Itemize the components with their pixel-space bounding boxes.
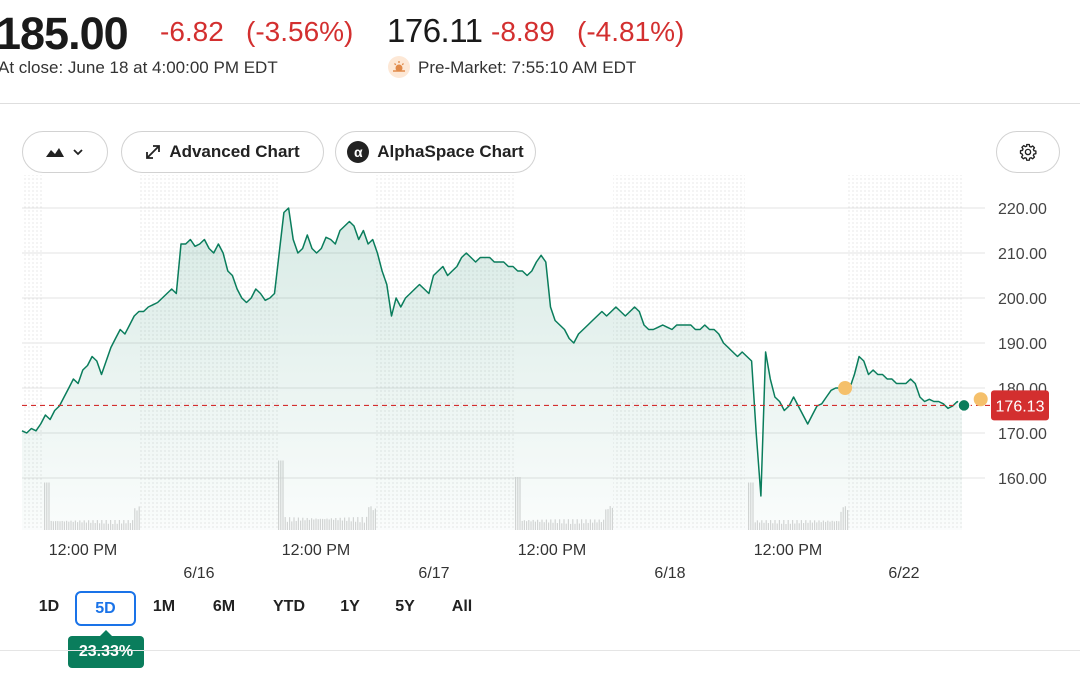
- y-tick-label: 160.00: [998, 471, 1047, 488]
- y-tick-label: 210.00: [998, 246, 1047, 263]
- event-marker-2: [973, 392, 988, 407]
- price-chart[interactable]: 220.00210.00200.00190.00180.00170.00160.…: [0, 170, 1080, 590]
- gear-icon: [1019, 143, 1037, 161]
- y-tick-label: 200.00: [998, 291, 1047, 308]
- chart-type-button[interactable]: [22, 131, 108, 173]
- x-tick-time-label: 12:00 PM: [754, 542, 822, 559]
- range-tab-5y[interactable]: 5Y: [395, 598, 415, 615]
- x-tick-day-label: 6/16: [183, 565, 214, 582]
- expand-icon: [146, 145, 161, 159]
- header-divider: [0, 103, 1080, 104]
- close-change-pct: (-3.56%): [246, 16, 354, 47]
- range-tab-5d[interactable]: 5D: [75, 591, 136, 626]
- x-tick-time-label: 12:00 PM: [49, 542, 117, 559]
- y-tick-label: 190.00: [998, 336, 1047, 353]
- range-tab-1d[interactable]: 1D: [38, 598, 60, 615]
- mountain-chart-icon: [46, 148, 64, 157]
- pre-market-change-pct: (-4.81%): [577, 16, 685, 47]
- sunrise-icon: [388, 56, 410, 78]
- y-tick-label: 220.00: [998, 201, 1047, 218]
- alphaspace-chart-label: AlphaSpace Chart: [377, 142, 524, 161]
- current-price-dot: [957, 398, 971, 413]
- footer-divider: [0, 650, 1080, 651]
- advanced-chart-button[interactable]: Advanced Chart: [121, 131, 324, 173]
- event-marker-1: [838, 381, 853, 395]
- x-tick-time-label: 12:00 PM: [518, 542, 586, 559]
- x-tick-day-label: 6/22: [888, 565, 919, 582]
- range-tab-all[interactable]: All: [451, 598, 473, 615]
- advanced-chart-label: Advanced Chart: [169, 142, 300, 161]
- range-tab-1y[interactable]: 1Y: [340, 598, 360, 615]
- pre-market-change: -8.89: [491, 16, 555, 47]
- close-price: 185.00: [0, 8, 129, 59]
- alpha-icon: α: [347, 141, 370, 163]
- y-tick-label: 170.00: [998, 426, 1047, 443]
- current-price-label: 176.13: [996, 398, 1045, 415]
- pre-market-price: 176.11: [387, 12, 483, 49]
- pre-market-label: Pre-Market: 7:55:10 AM EDT: [418, 58, 637, 77]
- current-price-tag: [991, 390, 1049, 421]
- chevron-down-icon: [73, 149, 83, 156]
- range-tab-6m[interactable]: 6M: [212, 598, 236, 615]
- range-tab-1m[interactable]: 1M: [152, 598, 176, 615]
- x-tick-time-label: 12:00 PM: [282, 542, 350, 559]
- performance-badge: 23.33%: [68, 630, 144, 668]
- close-change: -6.82: [160, 16, 224, 47]
- x-tick-day-label: 6/17: [418, 565, 449, 582]
- price-line: [21, 207, 963, 497]
- price-area: [22, 208, 962, 530]
- range-tab-ytd[interactable]: YTD: [273, 598, 305, 615]
- alphaspace-chart-button[interactable]: α AlphaSpace Chart: [335, 131, 536, 173]
- chart-settings-button[interactable]: [996, 131, 1060, 173]
- x-tick-day-label: 6/18: [654, 565, 685, 582]
- close-label: At close: June 18 at 4:00:00 PM EDT: [0, 58, 278, 77]
